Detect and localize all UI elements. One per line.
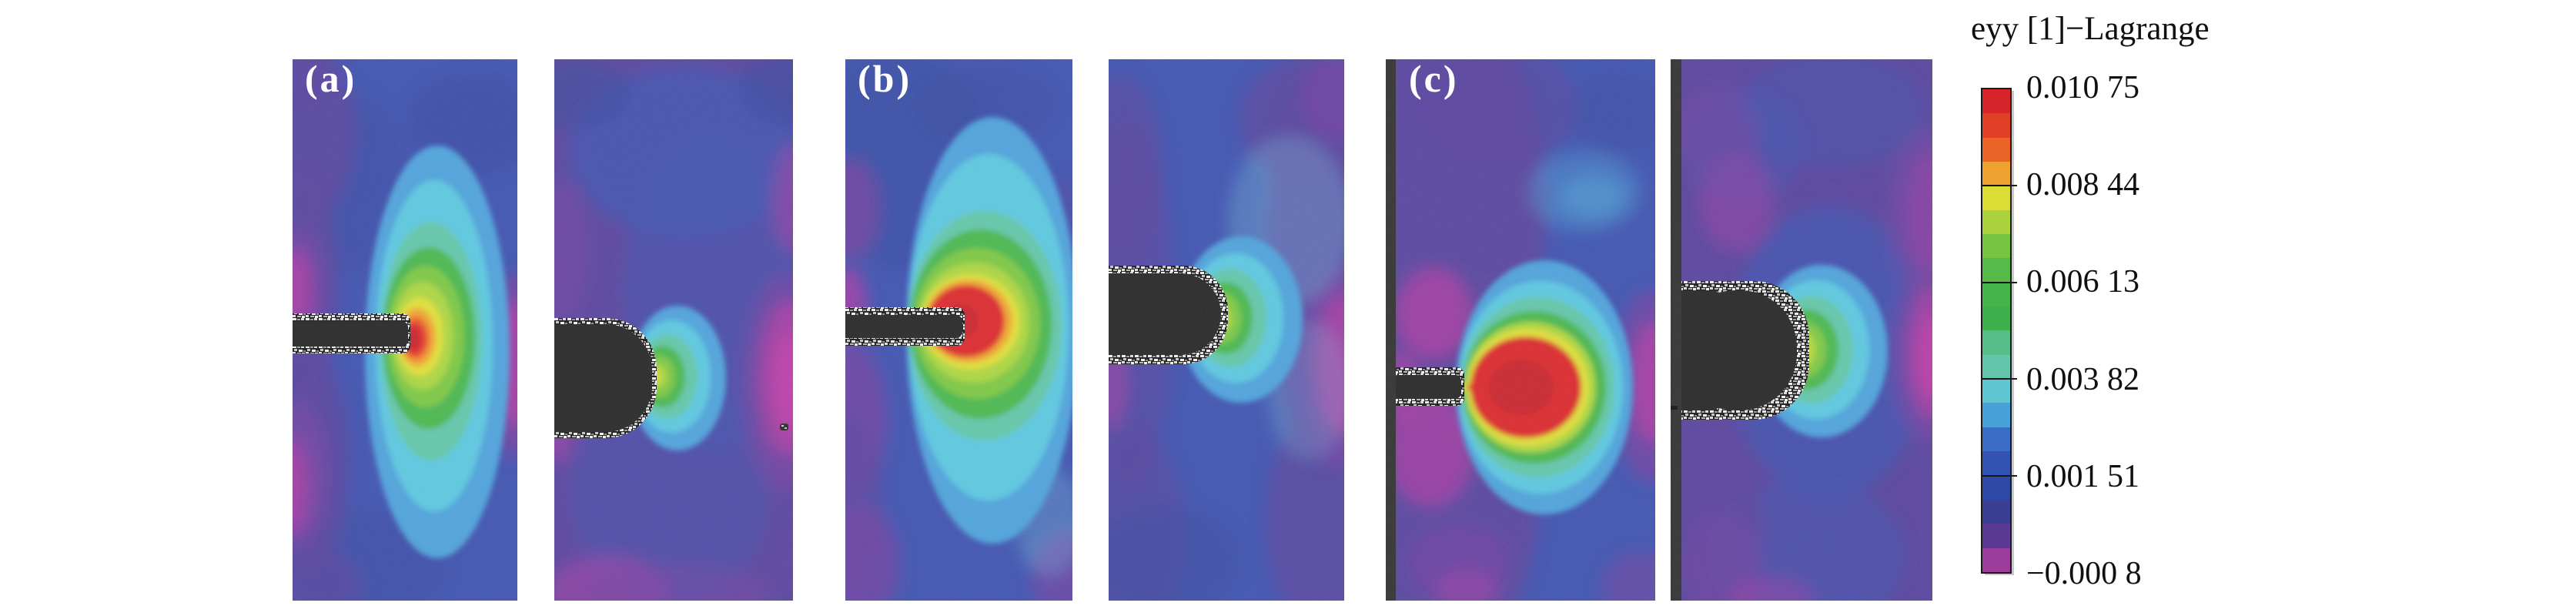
colorbar-tick-label: 0.003 82	[2026, 361, 2139, 397]
panel-label-c: (c)	[1409, 57, 1459, 100]
colorbar-segment	[1982, 89, 2010, 114]
colorbar-tick-line	[1982, 185, 2010, 187]
grain-texture	[1386, 59, 1655, 601]
colorbar-segment	[1982, 354, 2010, 380]
colorbar-segment	[1982, 403, 2010, 427]
panel-label-b: (b)	[858, 57, 912, 100]
colorbar-tick-mark	[2010, 378, 2017, 380]
colorbar-segment	[1982, 451, 2010, 476]
colorbar-segment	[1982, 475, 2010, 500]
colorbar-tick-labels: 0.010 75 0.008 44 0.006 13 0.003 82 0.001 51…	[2026, 0, 2257, 606]
colorbar-title: eyy [1]−Lagrange	[1971, 11, 2210, 47]
colorbar-tick-label: 0.010 75	[2026, 70, 2139, 105]
strain-contour-plot	[1386, 59, 1655, 601]
colorbar-segment	[1982, 499, 2010, 524]
colorbar-segment	[1982, 137, 2010, 162]
grain-texture	[293, 59, 517, 601]
grain-texture	[554, 59, 793, 601]
strain-contour-plot	[554, 59, 793, 601]
strain-map-a-left: (a)	[293, 57, 517, 601]
strain-map-b-left: (b)	[845, 57, 1072, 601]
strain-contour-plot	[1109, 59, 1344, 601]
colorbar-segment	[1982, 282, 2010, 307]
colorbar-tick-line	[1982, 474, 2010, 477]
colorbar-segment	[1982, 427, 2010, 452]
grain-texture	[1671, 59, 1932, 601]
strain-contour-plot	[845, 59, 1072, 601]
colorbar-tick-line	[1982, 281, 2010, 283]
panel-label-a: (a)	[305, 57, 357, 100]
grain-texture	[1109, 59, 1344, 601]
strain-map-b-right	[1109, 59, 1344, 601]
strain-map-c-right	[1671, 59, 1932, 601]
colorbar-segment	[1982, 330, 2010, 355]
colorbar-gradient	[1981, 88, 2017, 574]
colorbar-segment	[1982, 209, 2010, 235]
colorbar-tick-mark	[2010, 185, 2017, 187]
grain-texture	[845, 59, 1072, 601]
colorbar-segment	[1982, 162, 2010, 186]
colorbar-tick-mark	[2010, 474, 2017, 477]
colorbar-segment	[1982, 379, 2010, 403]
strain-map-c-left: (c)	[1386, 57, 1655, 601]
colorbar-tick-label: 0.001 51	[2026, 458, 2139, 494]
colorbar-tick-mark	[2010, 281, 2017, 283]
strain-map-a-right	[554, 59, 793, 601]
colorbar-tick-label: 0.006 13	[2026, 264, 2139, 300]
colorbar-segment	[1982, 547, 2010, 572]
strain-contour-plot	[1671, 59, 1932, 601]
colorbar-tick-label: −0.000 8	[2026, 556, 2142, 591]
colorbar-segment	[1982, 524, 2010, 548]
strain-contour-plot	[293, 59, 517, 601]
colorbar-segment	[1982, 186, 2010, 210]
colorbar-tick-label: 0.008 44	[2026, 167, 2139, 203]
colorbar-segment	[1982, 306, 2010, 331]
colorbar-segment	[1982, 234, 2010, 259]
colorbar-segment	[1982, 113, 2010, 138]
colorbar-tick-line	[1982, 378, 2010, 380]
colorbar-segment	[1982, 258, 2010, 283]
